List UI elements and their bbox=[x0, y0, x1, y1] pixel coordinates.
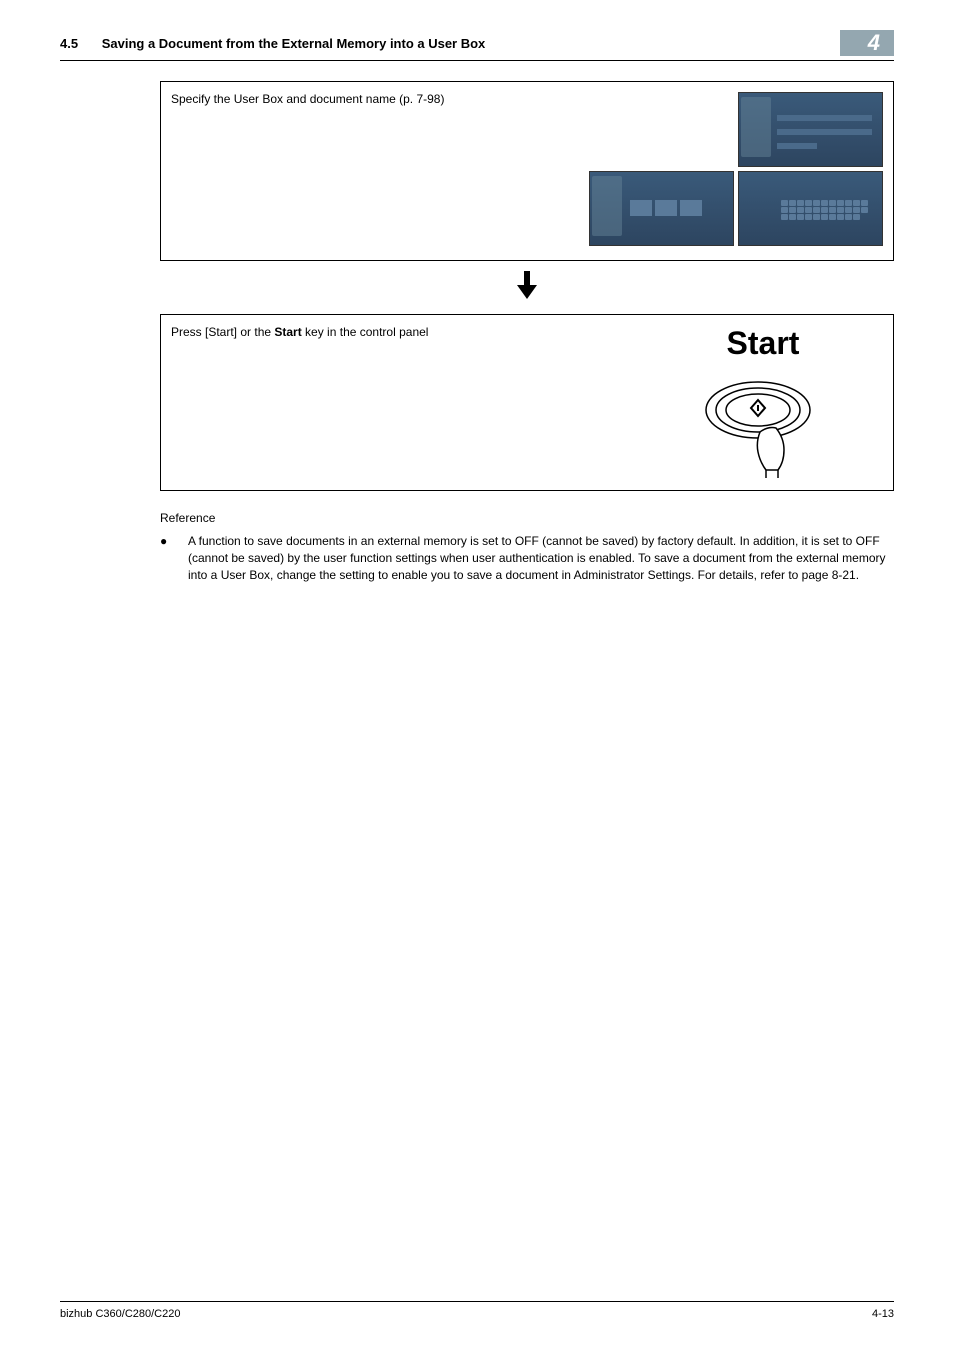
step-1-screenshots bbox=[589, 92, 883, 250]
footer-page: 4-13 bbox=[872, 1308, 894, 1320]
start-illustration: Start bbox=[643, 325, 883, 480]
step-box-2: Press [Start] or the Start key in the co… bbox=[160, 314, 894, 491]
arrow-down-icon bbox=[160, 271, 894, 306]
step-2-text: Press [Start] or the Start key in the co… bbox=[171, 325, 643, 480]
reference-item: ● A function to save documents in an ext… bbox=[160, 533, 894, 583]
content-area: Specify the User Box and document name (… bbox=[160, 81, 894, 583]
step-2-bold: Start bbox=[274, 325, 301, 339]
step-2-suffix: key in the control panel bbox=[302, 325, 429, 339]
section-number: 4.5 bbox=[60, 36, 78, 51]
start-button-icon bbox=[698, 370, 828, 480]
bullet-icon: ● bbox=[160, 533, 188, 583]
screenshot-thumb-3 bbox=[738, 171, 883, 246]
step-box-1: Specify the User Box and document name (… bbox=[160, 81, 894, 261]
section-title: Saving a Document from the External Memo… bbox=[102, 36, 486, 51]
page-footer: bizhub C360/C280/C220 4-13 bbox=[60, 1301, 894, 1320]
screenshot-thumb-1 bbox=[738, 92, 883, 167]
screenshot-thumb-2 bbox=[589, 171, 734, 246]
page-header: 4.5 Saving a Document from the External … bbox=[60, 30, 894, 61]
start-label: Start bbox=[727, 325, 800, 362]
reference-heading: Reference bbox=[160, 511, 894, 525]
chapter-badge: 4 bbox=[840, 30, 894, 56]
step-2-prefix: Press [Start] or the bbox=[171, 325, 274, 339]
step-1-text: Specify the User Box and document name (… bbox=[171, 92, 589, 250]
reference-text: A function to save documents in an exter… bbox=[188, 533, 894, 583]
header-left: 4.5 Saving a Document from the External … bbox=[60, 36, 485, 51]
footer-model: bizhub C360/C280/C220 bbox=[60, 1308, 180, 1320]
